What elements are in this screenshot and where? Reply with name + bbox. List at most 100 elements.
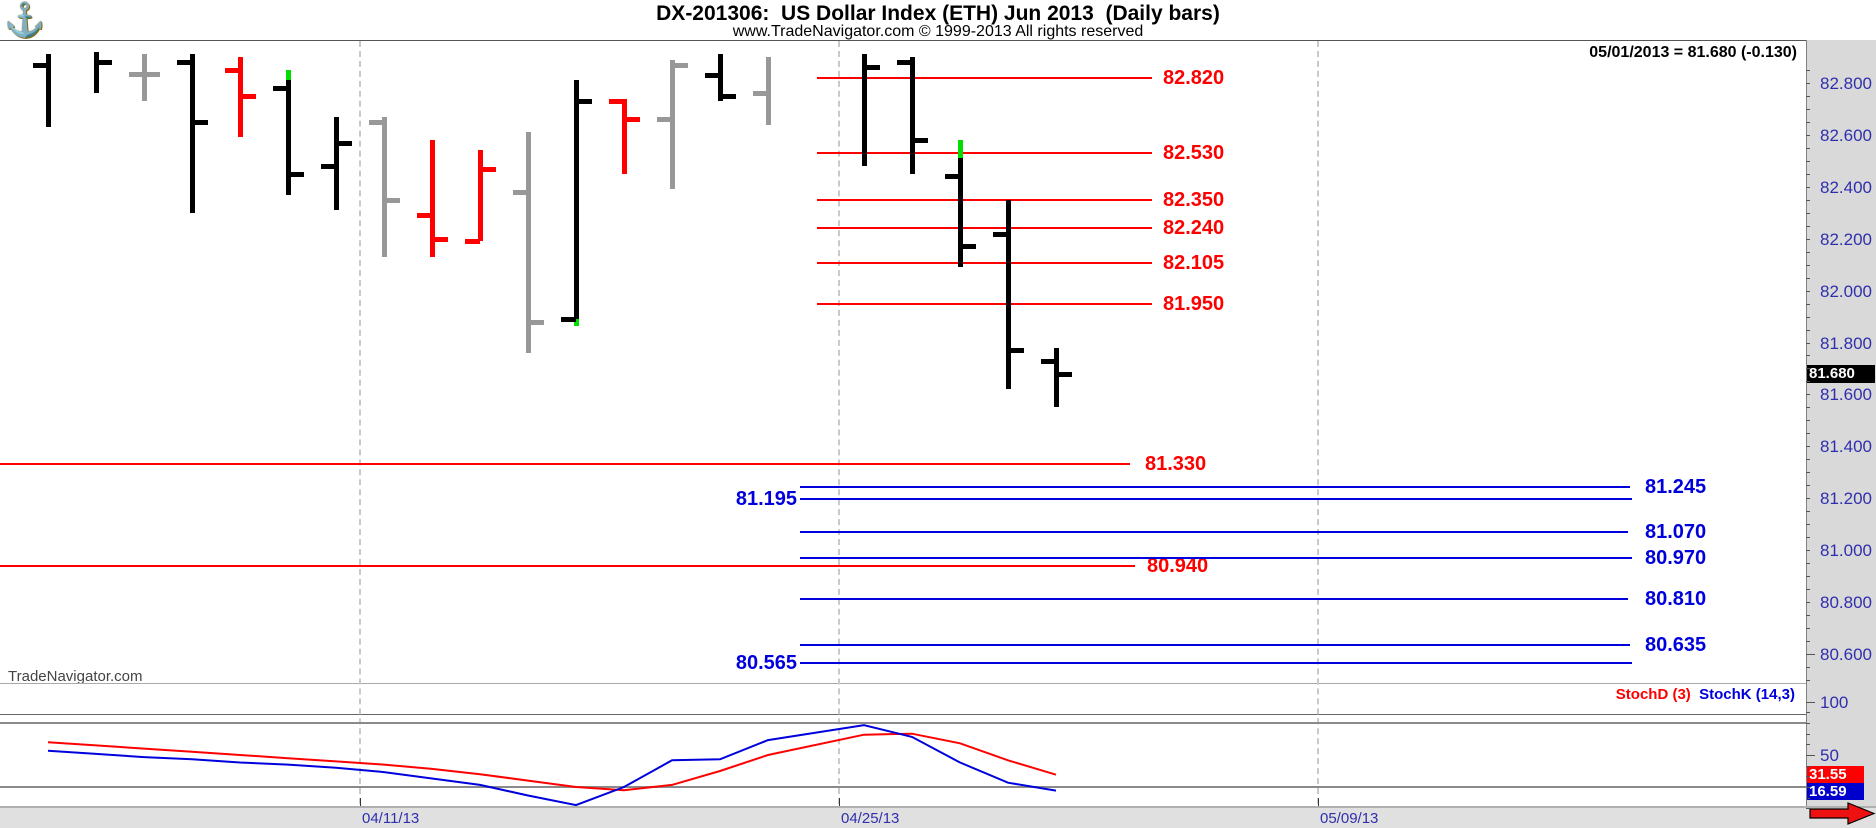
stoch-threshold-line bbox=[0, 786, 1806, 788]
close-tick bbox=[193, 120, 208, 125]
open-tick bbox=[753, 91, 768, 96]
support-level-line[interactable] bbox=[800, 531, 1628, 533]
stochastic-panel[interactable] bbox=[0, 714, 1806, 806]
support-level-label[interactable]: 80.635 bbox=[1645, 634, 1707, 656]
stoch-axis-tick bbox=[1806, 766, 1810, 767]
new-high-green-mark bbox=[286, 70, 291, 80]
resistance-level-line[interactable] bbox=[817, 227, 1152, 229]
price-axis-tick bbox=[1806, 200, 1810, 201]
resistance-level-line[interactable] bbox=[0, 463, 1130, 465]
stoch-axis-tick bbox=[1806, 776, 1810, 777]
support-level-label[interactable]: 80.970 bbox=[1645, 547, 1707, 569]
date-axis-label: 04/25/13 bbox=[841, 810, 900, 827]
support-level-label[interactable]: 80.565 bbox=[735, 652, 797, 674]
price-axis[interactable] bbox=[1806, 40, 1876, 806]
resistance-level-label[interactable]: 82.530 bbox=[1163, 142, 1225, 164]
resistance-level-label[interactable]: 82.820 bbox=[1163, 67, 1225, 89]
open-tick bbox=[705, 73, 720, 78]
resistance-level-label[interactable]: 81.330 bbox=[1145, 453, 1207, 475]
stoch-threshold-line bbox=[0, 722, 1806, 724]
close-tick bbox=[481, 167, 496, 172]
vertical-gridline bbox=[1317, 41, 1319, 804]
price-axis-tick bbox=[1806, 135, 1810, 136]
stochk-legend-label[interactable]: StochK (14,3) bbox=[1699, 686, 1795, 703]
resistance-level-label[interactable]: 81.950 bbox=[1163, 293, 1225, 315]
support-level-label[interactable]: 80.810 bbox=[1645, 588, 1707, 610]
resistance-level-line[interactable] bbox=[0, 565, 1135, 567]
support-level-line[interactable] bbox=[800, 498, 1632, 500]
stoch-axis-tick bbox=[1806, 712, 1810, 713]
stochd-legend-label[interactable]: StochD (3) bbox=[1615, 686, 1691, 703]
support-level-line[interactable] bbox=[800, 557, 1632, 559]
price-axis-tick bbox=[1806, 187, 1810, 188]
date-axis-tick bbox=[1318, 798, 1319, 806]
close-tick bbox=[337, 141, 352, 146]
close-tick bbox=[145, 72, 160, 77]
stoch-axis-tick bbox=[1806, 734, 1810, 735]
date-axis-label: 05/09/13 bbox=[1320, 810, 1379, 827]
price-axis-tick bbox=[1806, 330, 1810, 331]
price-chart-panel[interactable] bbox=[0, 41, 1806, 683]
price-axis-tick bbox=[1806, 174, 1810, 175]
resistance-level-label[interactable]: 82.105 bbox=[1163, 252, 1225, 274]
close-tick bbox=[385, 198, 400, 203]
price-axis-label: 82.400 bbox=[1820, 178, 1872, 197]
price-axis-tick bbox=[1806, 459, 1810, 460]
price-axis-tick bbox=[1806, 407, 1810, 408]
resistance-level-line[interactable] bbox=[817, 77, 1152, 79]
open-tick bbox=[129, 72, 144, 77]
support-level-label[interactable]: 81.070 bbox=[1645, 521, 1707, 543]
price-axis-label: 81.800 bbox=[1820, 334, 1872, 353]
ohlc-bar bbox=[526, 132, 531, 353]
resistance-level-label[interactable]: 82.240 bbox=[1163, 217, 1225, 239]
price-axis-tick bbox=[1806, 148, 1810, 149]
open-tick bbox=[993, 232, 1008, 237]
close-tick bbox=[241, 94, 256, 99]
close-tick bbox=[1057, 372, 1072, 377]
support-level-line[interactable] bbox=[800, 598, 1628, 600]
support-level-label[interactable]: 81.195 bbox=[735, 488, 797, 510]
resistance-level-label[interactable]: 80.940 bbox=[1147, 555, 1209, 577]
support-level-label[interactable]: 81.245 bbox=[1645, 476, 1707, 498]
support-level-line[interactable] bbox=[800, 662, 1632, 664]
ohlc-bar bbox=[910, 57, 915, 174]
price-axis-tick bbox=[1806, 641, 1810, 642]
price-axis-tick bbox=[1806, 355, 1810, 356]
open-tick bbox=[369, 120, 384, 125]
chart-title: DX-201306: US Dollar Index (ETH) Jun 201… bbox=[656, 2, 1220, 25]
scroll-right-arrow-button[interactable] bbox=[1808, 801, 1876, 826]
price-axis-tick bbox=[1806, 278, 1810, 279]
price-axis-tick bbox=[1806, 343, 1810, 344]
price-axis-tick bbox=[1806, 83, 1810, 84]
price-axis-tick bbox=[1806, 304, 1810, 305]
close-tick bbox=[1009, 348, 1024, 353]
new-high-green-mark bbox=[958, 140, 963, 158]
price-axis-tick bbox=[1806, 654, 1815, 655]
resistance-level-label[interactable]: 82.350 bbox=[1163, 189, 1225, 211]
support-level-line[interactable] bbox=[800, 644, 1630, 646]
open-tick bbox=[321, 164, 336, 169]
price-axis-label: 82.200 bbox=[1820, 230, 1872, 249]
price-axis-tick bbox=[1806, 122, 1810, 123]
stochk-curve bbox=[47, 724, 1057, 806]
close-tick bbox=[673, 63, 688, 68]
open-tick bbox=[33, 63, 48, 68]
open-tick bbox=[1041, 359, 1056, 364]
open-tick bbox=[177, 60, 192, 65]
ohlc-bar bbox=[46, 54, 51, 127]
resistance-level-line[interactable] bbox=[817, 199, 1152, 201]
price-axis-tick bbox=[1806, 667, 1810, 668]
support-level-line[interactable] bbox=[800, 486, 1630, 488]
ohlc-bar bbox=[670, 60, 675, 189]
price-axis-tick bbox=[1806, 485, 1810, 486]
open-tick bbox=[513, 190, 528, 195]
price-axis-tick bbox=[1806, 680, 1810, 681]
resistance-level-line[interactable] bbox=[817, 303, 1152, 305]
price-axis-label: 82.000 bbox=[1820, 282, 1872, 301]
resistance-level-line[interactable] bbox=[817, 262, 1152, 264]
resistance-level-line[interactable] bbox=[817, 152, 1152, 154]
header-divider bbox=[0, 40, 1876, 41]
date-axis[interactable] bbox=[0, 806, 1876, 828]
ohlc-bar bbox=[862, 54, 867, 166]
